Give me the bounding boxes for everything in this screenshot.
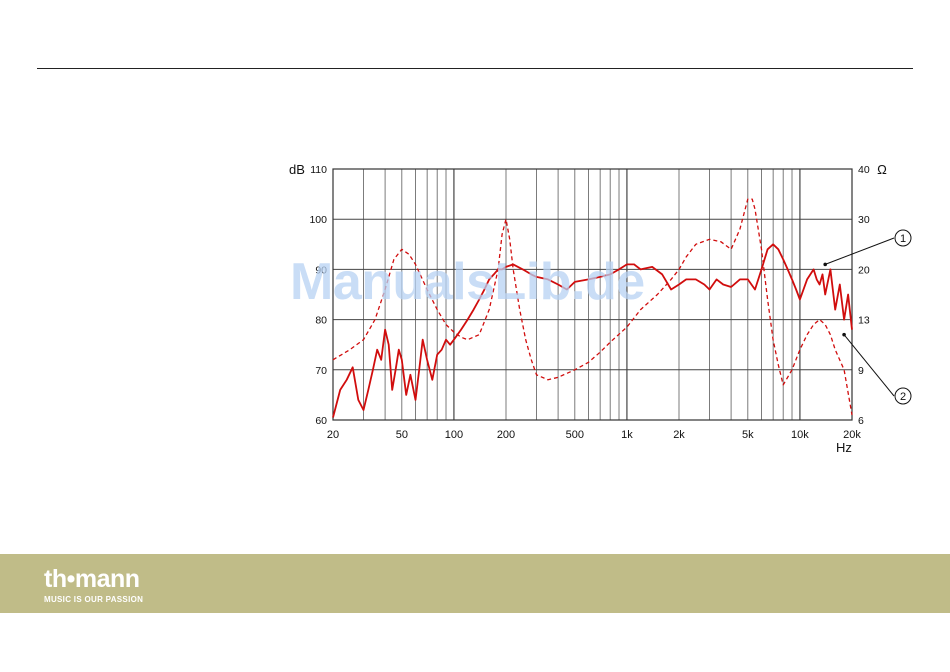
x-axis-label: Hz	[836, 440, 852, 455]
y-left-tick-label: 90	[315, 264, 327, 276]
x-tick-label: 5k	[742, 429, 754, 441]
y-right-tick-label: 6	[858, 415, 864, 427]
footer-bar: th•mann MUSIC IS OUR PASSION	[0, 554, 950, 613]
callout-circle-2	[894, 387, 912, 405]
x-tick-label: 500	[566, 429, 584, 441]
brand-tagline: MUSIC IS OUR PASSION	[44, 595, 144, 604]
x-tick-label: 10k	[791, 429, 809, 441]
y-left-axis-label: dB	[289, 162, 305, 177]
x-tick-label: 100	[445, 429, 463, 441]
chart-labels: 20 50 100 200 500 1k 2k 5k 10k 20k 60 70 80 90 100 110 6…	[289, 162, 912, 455]
x-tick-label: 50	[396, 429, 408, 441]
y-right-tick-label: 13	[858, 315, 870, 327]
chart-series	[332, 198, 853, 418]
x-tick-label: 20	[327, 429, 339, 441]
callout-dot-1	[823, 262, 828, 267]
callout-circle-1	[894, 229, 912, 247]
x-tick-label: 200	[497, 429, 515, 441]
series-line-2	[332, 198, 853, 416]
x-tick-label: 20k	[843, 429, 861, 441]
callout-dot-2	[842, 332, 846, 337]
y-left-tick-label: 60	[315, 415, 327, 427]
x-tick-label: 1k	[621, 429, 633, 441]
callout-number-2: 2	[900, 391, 906, 403]
y-right-tick-label: 30	[858, 214, 870, 226]
callout-leader-1	[825, 237, 895, 265]
callout-number-1: 1	[900, 233, 906, 245]
y-right-tick-label: 40	[858, 164, 870, 176]
brand-name: th•mann	[44, 565, 140, 593]
series-line-1	[332, 243, 853, 418]
brand-logo: th•mann MUSIC IS OUR PASSION	[44, 565, 144, 605]
chart-grid	[332, 168, 853, 421]
frequency-response-chart: 20 50 100 200 500 1k 2k 5k 10k 20k 60 70 80 90 100 110 6…	[289, 162, 912, 455]
x-tick-label: 2k	[673, 429, 685, 441]
top-rule	[37, 68, 913, 69]
callout-leader-2	[843, 334, 895, 397]
y-left-tick-label: 80	[315, 315, 327, 327]
y-left-tick-label: 110	[310, 164, 327, 176]
y-right-axis-label: Ω	[877, 162, 887, 177]
y-left-tick-label: 100	[309, 214, 327, 226]
y-right-tick-label: 9	[858, 365, 864, 377]
plot-frame	[332, 168, 853, 421]
y-left-tick-label: 70	[315, 365, 327, 377]
y-right-tick-label: 20	[858, 264, 870, 276]
